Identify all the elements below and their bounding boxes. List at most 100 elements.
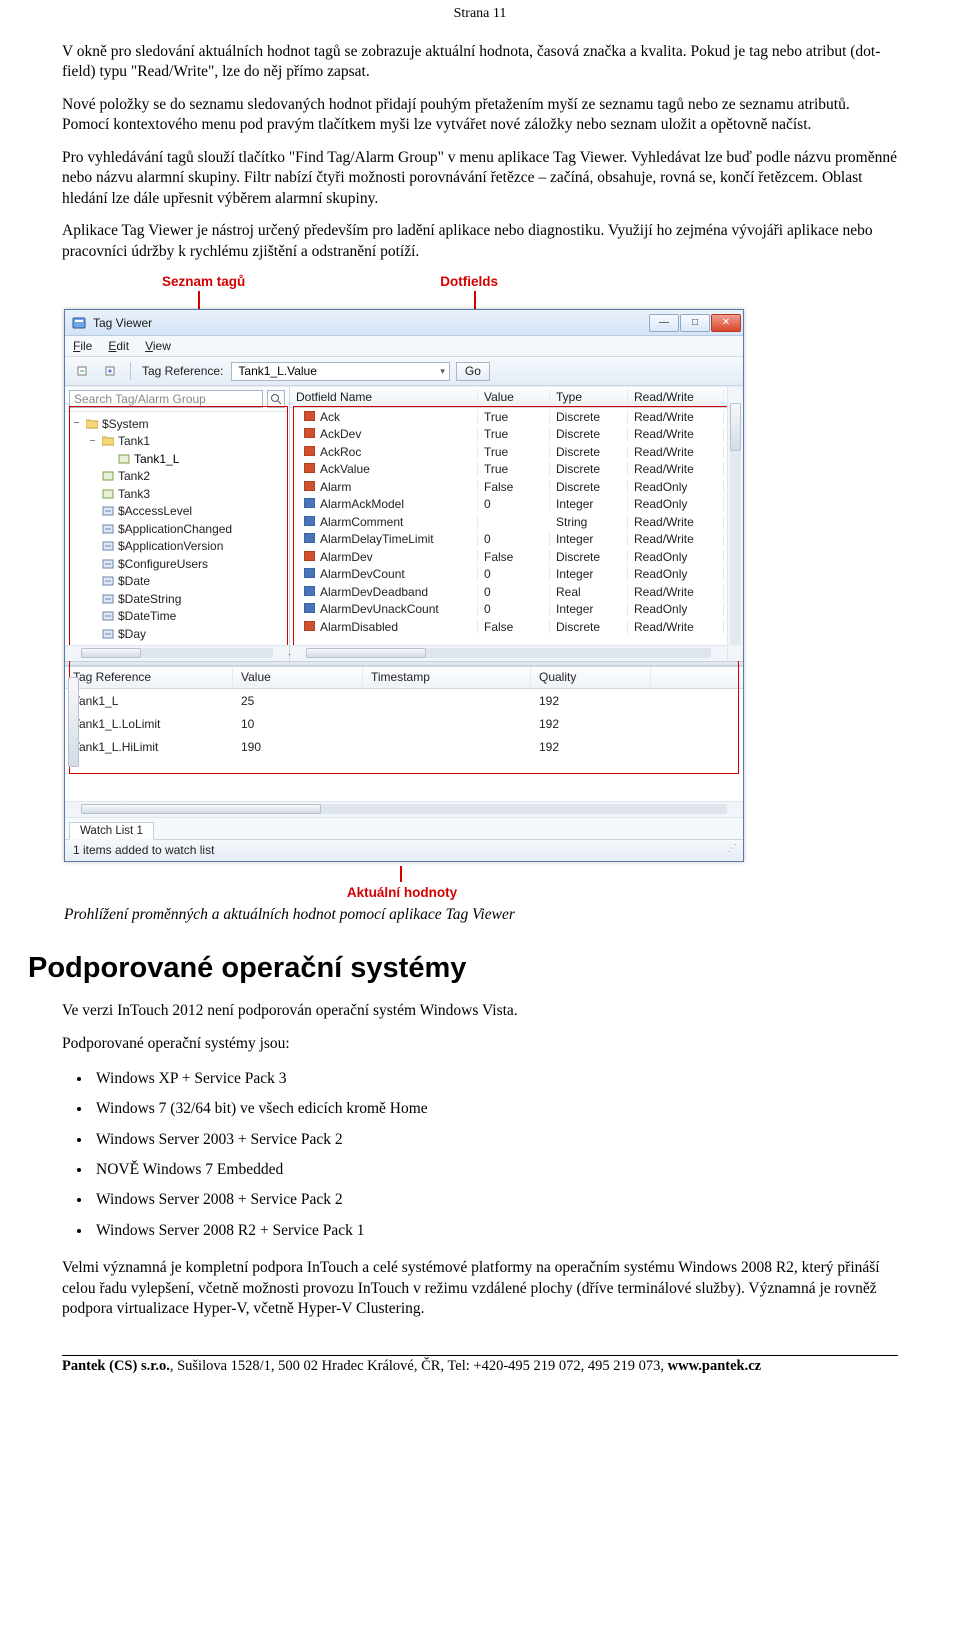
close-button[interactable]: ✕ xyxy=(711,314,741,332)
tag-tree[interactable]: −$System−Tank1Tank1_LTank2Tank3$AccessLe… xyxy=(65,412,289,645)
cell-name: AlarmDevUnackCount xyxy=(290,602,478,616)
tree-item[interactable]: $ApplicationChanged xyxy=(69,520,287,538)
cell-rw: Read/Write xyxy=(628,462,724,476)
tree-node-icon xyxy=(101,488,115,500)
watch-panel: Tag Reference Value Timestamp Quality Ta… xyxy=(65,666,743,839)
watch-row[interactable]: Tank1_L.HiLimit190192 xyxy=(65,735,743,758)
grid-v-scrollbar[interactable] xyxy=(727,387,743,661)
cell-name: AckValue xyxy=(290,462,478,476)
dotfield-type-icon xyxy=(302,602,316,614)
tree-node-icon xyxy=(101,558,115,570)
watch-col-ts[interactable]: Timestamp xyxy=(363,667,531,688)
cell-rw: Read/Write xyxy=(628,532,724,546)
tree-item[interactable]: −Tank1 xyxy=(69,433,287,451)
tree-item[interactable]: $AccessLevel xyxy=(69,503,287,521)
tree-item[interactable]: Tank2 xyxy=(69,468,287,486)
annotation-leader-bottom xyxy=(62,866,742,882)
toolbar-collapse-icon[interactable] xyxy=(71,361,93,381)
cell-name: AlarmAckModel xyxy=(290,497,478,511)
menu-file[interactable]: File xyxy=(73,339,92,353)
watch-col-q[interactable]: Quality xyxy=(531,667,651,688)
dotfield-grid-header: Dotfield Name Value Type Read/Write xyxy=(290,387,727,408)
minimize-button[interactable]: — xyxy=(649,314,679,332)
search-icon[interactable] xyxy=(267,390,285,408)
tag-reference-label: Tag Reference: xyxy=(142,364,223,378)
watch-row[interactable]: Tank1_L25192 xyxy=(65,689,743,712)
dotfield-grid-body[interactable]: AckTrueDiscreteRead/WriteAckDevTrueDiscr… xyxy=(290,408,727,645)
page-footer: Pantek (CS) s.r.o., Sušilova 1528/1, 500… xyxy=(62,1355,898,1375)
tag-reference-field[interactable]: ▾ xyxy=(231,362,450,381)
tree-node-icon xyxy=(101,470,115,482)
tree-node-icon xyxy=(101,540,115,552)
watch-row[interactable]: Tank1_L.LoLimit10192 xyxy=(65,712,743,735)
watch-cell-val: 25 xyxy=(233,694,363,708)
tag-reference-input[interactable] xyxy=(236,363,436,379)
grid-row[interactable]: AckRocTrueDiscreteRead/Write xyxy=(290,443,727,461)
dotfield-type-icon xyxy=(302,550,316,562)
grid-row[interactable]: AlarmDelayTimeLimit0IntegerRead/Write xyxy=(290,531,727,549)
cell-name: Alarm xyxy=(290,480,478,494)
cell-value: 0 xyxy=(478,497,550,511)
menu-view[interactable]: View xyxy=(145,339,171,353)
dotfield-type-icon xyxy=(302,567,316,579)
tree-twisty-icon[interactable]: − xyxy=(87,436,98,447)
watch-body[interactable]: Tank1_L25192Tank1_L.LoLimit10192Tank1_L.… xyxy=(65,689,743,801)
watch-col-val[interactable]: Value xyxy=(233,667,363,688)
tree-twisty-icon[interactable]: − xyxy=(71,418,82,429)
col-value[interactable]: Value xyxy=(478,390,550,404)
watch-tab-1[interactable]: Watch List 1 xyxy=(69,822,154,840)
col-dotfield-name[interactable]: Dotfield Name xyxy=(290,390,478,404)
chevron-down-icon[interactable]: ▾ xyxy=(440,366,445,377)
cell-type: Integer xyxy=(550,497,628,511)
grid-row[interactable]: AckTrueDiscreteRead/Write xyxy=(290,408,727,426)
grid-row[interactable]: AlarmCommentStringRead/Write xyxy=(290,513,727,531)
tree-item[interactable]: $ApplicationVersion xyxy=(69,538,287,556)
toolbar: Tag Reference: ▾ Go xyxy=(65,357,743,386)
list-item: Windows Server 2008 R2 + Service Pack 1 xyxy=(92,1218,898,1244)
grid-row[interactable]: AlarmAckModel0IntegerReadOnly xyxy=(290,496,727,514)
grid-row[interactable]: AckDevTrueDiscreteRead/Write xyxy=(290,426,727,444)
tree-item[interactable]: $Date xyxy=(69,573,287,591)
col-readwrite[interactable]: Read/Write xyxy=(628,390,724,404)
cell-type: Real xyxy=(550,585,628,599)
tree-item[interactable]: $DateTime xyxy=(69,608,287,626)
cell-type: Discrete xyxy=(550,445,628,459)
watch-cell-ref: Tank1_L.LoLimit xyxy=(65,717,233,731)
grid-row[interactable]: AlarmDevFalseDiscreteReadOnly xyxy=(290,548,727,566)
watch-col-ref[interactable]: Tag Reference xyxy=(65,667,233,688)
col-type[interactable]: Type xyxy=(550,390,628,404)
cell-rw: Read/Write xyxy=(628,620,724,634)
tree-item[interactable]: $DateString xyxy=(69,590,287,608)
tree-h-scrollbar[interactable] xyxy=(65,645,289,661)
tree-item[interactable]: Tank1_L xyxy=(69,450,287,468)
paragraph-3: Pro vyhledávání tagů slouží tlačítko "Fi… xyxy=(62,148,898,209)
grid-row[interactable]: AckValueTrueDiscreteRead/Write xyxy=(290,461,727,479)
toolbar-expand-icon[interactable] xyxy=(99,361,121,381)
tree-item[interactable]: Tank3 xyxy=(69,485,287,503)
cell-rw: Read/Write xyxy=(628,585,724,599)
cell-type: Discrete xyxy=(550,410,628,424)
search-input[interactable] xyxy=(69,390,263,408)
tree-item[interactable]: $Day xyxy=(69,625,287,643)
watch-h-scrollbar[interactable] xyxy=(65,801,743,817)
go-button[interactable]: Go xyxy=(456,362,490,381)
tree-item[interactable]: $ConfigureUsers xyxy=(69,555,287,573)
tree-item[interactable]: −$System xyxy=(69,415,287,433)
tree-node-label: $DateString xyxy=(118,592,181,606)
footer-url: www.pantek.cz xyxy=(668,1358,761,1374)
grid-row[interactable]: AlarmFalseDiscreteReadOnly xyxy=(290,478,727,496)
grid-row[interactable]: AlarmDisabledFalseDiscreteRead/Write xyxy=(290,618,727,636)
dotfield-type-icon xyxy=(302,480,316,492)
tree-node-icon xyxy=(101,628,115,640)
grid-h-scrollbar[interactable] xyxy=(290,645,727,661)
menu-edit[interactable]: Edit xyxy=(108,339,129,353)
cell-value: True xyxy=(478,462,550,476)
grid-row[interactable]: AlarmDevCount0IntegerReadOnly xyxy=(290,566,727,584)
resize-grip-icon[interactable]: ⋰ xyxy=(727,843,735,858)
maximize-button[interactable]: □ xyxy=(680,314,710,332)
grid-row[interactable]: AlarmDevUnackCount0IntegerReadOnly xyxy=(290,601,727,619)
titlebar[interactable]: Tag Viewer — □ ✕ xyxy=(65,310,743,336)
os-list: Windows XP + Service Pack 3Windows 7 (32… xyxy=(62,1066,898,1244)
dotfield-type-icon xyxy=(302,410,316,422)
grid-row[interactable]: AlarmDevDeadband0RealRead/Write xyxy=(290,583,727,601)
